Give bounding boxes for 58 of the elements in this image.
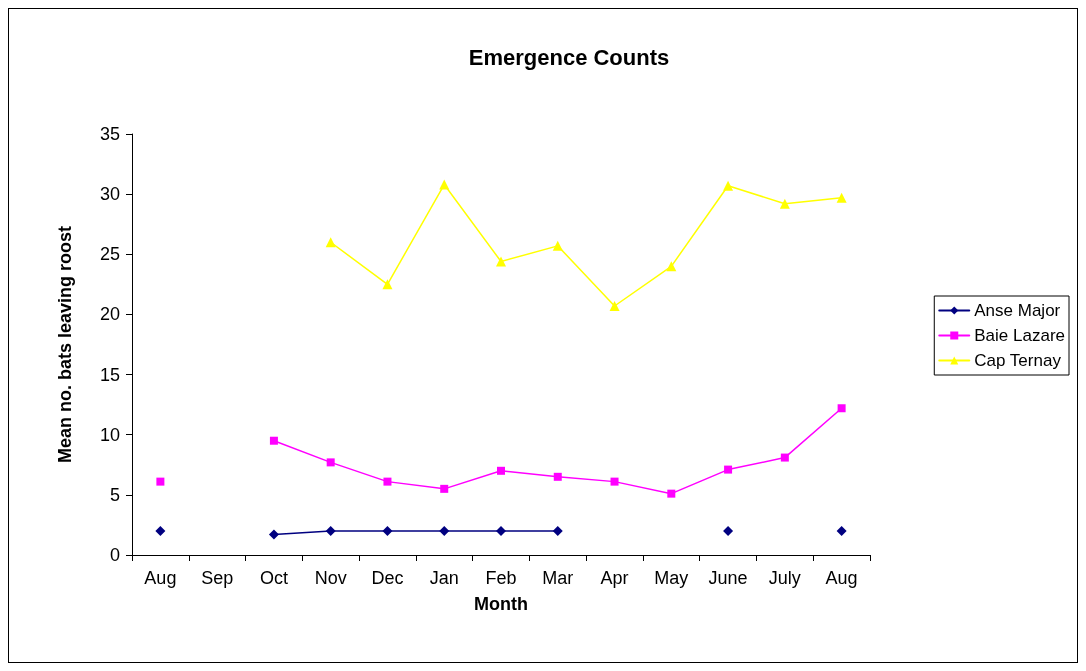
chart-title: Emergence Counts [468,44,670,70]
y-tick-label: 25 [99,244,120,265]
x-tick-label: Jan [429,568,459,588]
legend-label: Baie Lazare [974,326,1066,345]
point [496,256,506,267]
point [382,279,393,290]
point [666,261,677,272]
point [269,436,278,445]
point [439,179,450,190]
y-tick-label: 0 [109,545,120,565]
y-tick-label: 10 [99,424,120,445]
x-tick-label: Aug [825,568,858,588]
point [325,525,336,536]
point [609,301,620,312]
x-tick-label: Mar [542,568,574,588]
x-tick-label: Apr [600,568,629,588]
y-axis-title: Mean no. bats leaving roost [55,225,75,464]
point [268,529,279,540]
x-axis-title: Month [474,594,528,614]
y-tick-label: 35 [99,124,120,144]
point [610,477,619,486]
legend-label: Cap Ternay [974,351,1062,370]
y-tick-label: 20 [99,304,120,325]
x-tick-label: July [768,568,801,588]
point [439,525,450,536]
point [836,192,847,203]
x-tick-label: Nov [314,568,347,588]
point [156,477,165,486]
point [780,453,789,462]
point [497,466,505,475]
x-tick-label: Dec [371,568,404,588]
point [724,465,733,474]
point [723,525,734,536]
x-tick-label: Aug [144,568,177,588]
point [326,458,335,467]
point [496,525,506,536]
x-tick-label: Sep [201,568,234,588]
point [553,472,562,481]
point [383,477,392,486]
point [836,525,847,536]
point [440,484,449,493]
y-tick-label: 30 [99,184,120,205]
point [325,237,336,248]
legend-label: Anse Major [974,301,1061,320]
x-tick-label: Feb [485,568,517,588]
point [552,525,563,536]
point [837,404,846,413]
point [382,525,393,536]
point [155,525,166,536]
y-tick-label: 5 [109,484,120,505]
x-tick-label: Oct [259,568,288,588]
x-tick-label: May [654,568,689,588]
point [552,240,563,251]
point [779,198,790,209]
x-tick-label: June [708,568,748,588]
point [667,489,676,498]
y-tick-label: 15 [99,364,120,385]
point [723,180,734,191]
